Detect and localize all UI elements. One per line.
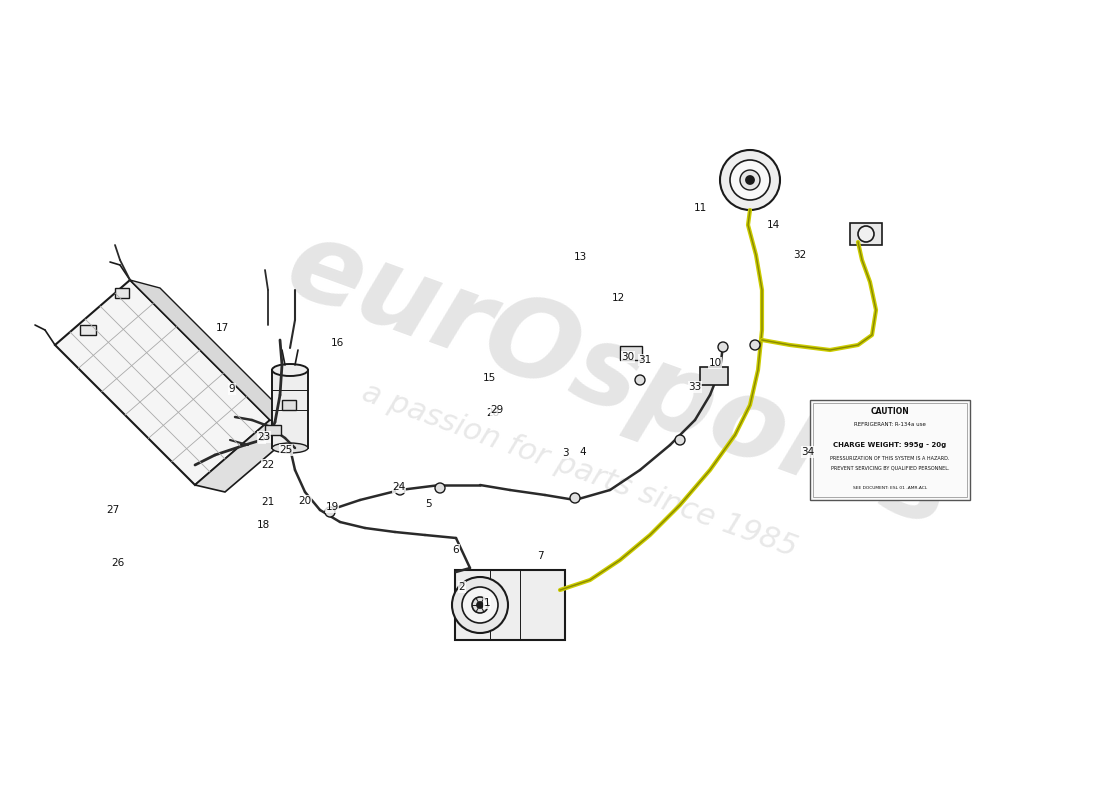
Circle shape (324, 507, 336, 517)
Text: REFRIGERANT: R-134a use: REFRIGERANT: R-134a use (854, 422, 926, 426)
Polygon shape (195, 420, 300, 492)
Bar (272, 370, 308, 448)
Text: 3: 3 (562, 448, 569, 458)
Ellipse shape (272, 443, 308, 453)
Text: 22: 22 (262, 460, 275, 470)
Text: 16: 16 (330, 338, 343, 348)
Text: 27: 27 (107, 505, 120, 515)
Text: 14: 14 (767, 220, 780, 230)
Circle shape (746, 176, 754, 184)
Circle shape (462, 587, 498, 623)
Circle shape (718, 342, 728, 352)
Circle shape (635, 375, 645, 385)
Text: 7: 7 (537, 551, 543, 561)
Text: 10: 10 (708, 358, 722, 368)
Text: 9: 9 (229, 384, 235, 394)
Polygon shape (55, 280, 270, 485)
Bar (116, 288, 129, 298)
Text: a passion for parts since 1985: a passion for parts since 1985 (359, 378, 802, 562)
Bar (810, 400, 970, 500)
Circle shape (570, 493, 580, 503)
Text: 13: 13 (573, 252, 586, 262)
Text: 33: 33 (689, 382, 702, 392)
Text: 17: 17 (216, 323, 229, 333)
Text: 28: 28 (486, 408, 499, 418)
Ellipse shape (272, 364, 308, 376)
Circle shape (730, 160, 770, 200)
Circle shape (675, 435, 685, 445)
Text: PRESSURIZATION OF THIS SYSTEM IS A HAZARD.: PRESSURIZATION OF THIS SYSTEM IS A HAZAR… (830, 455, 949, 461)
Text: 20: 20 (298, 496, 311, 506)
Text: 11: 11 (693, 203, 706, 213)
Text: 34: 34 (802, 447, 815, 457)
Circle shape (434, 483, 446, 493)
Bar (850, 223, 882, 245)
Text: CHARGE WEIGHT: 995g - 20g: CHARGE WEIGHT: 995g - 20g (834, 442, 947, 448)
Polygon shape (130, 280, 300, 428)
Text: 21: 21 (262, 497, 275, 507)
Circle shape (477, 602, 483, 608)
Text: 25: 25 (279, 445, 293, 455)
Text: 6: 6 (453, 545, 460, 555)
Text: SEE DOCUMENT: ESL 01 -AMR-ACL: SEE DOCUMENT: ESL 01 -AMR-ACL (852, 486, 927, 490)
Text: 5: 5 (425, 499, 431, 509)
Text: 1: 1 (484, 598, 491, 608)
Bar (282, 400, 296, 410)
Text: 32: 32 (793, 250, 806, 260)
Text: PREVENT SERVICING BY QUALIFIED PERSONNEL.: PREVENT SERVICING BY QUALIFIED PERSONNEL… (830, 466, 949, 470)
Bar (80, 325, 96, 335)
Text: 15: 15 (483, 373, 496, 383)
Circle shape (750, 340, 760, 350)
Text: 18: 18 (256, 520, 270, 530)
Circle shape (720, 150, 780, 210)
Text: 24: 24 (393, 482, 406, 492)
Text: 4: 4 (580, 447, 586, 457)
Text: 23: 23 (257, 432, 271, 442)
Circle shape (472, 597, 488, 613)
Polygon shape (455, 570, 565, 640)
Circle shape (452, 577, 508, 633)
Text: 19: 19 (326, 502, 339, 512)
Text: CAUTION: CAUTION (870, 407, 910, 417)
Circle shape (395, 485, 405, 495)
Bar (700, 367, 728, 385)
Bar (813, 403, 967, 497)
Text: 31: 31 (638, 355, 651, 365)
Text: 26: 26 (111, 558, 124, 568)
Circle shape (740, 170, 760, 190)
Circle shape (858, 226, 874, 242)
Text: 29: 29 (491, 405, 504, 415)
Text: 12: 12 (612, 293, 625, 303)
Bar (265, 425, 280, 435)
Bar (620, 346, 642, 360)
Text: 2: 2 (459, 582, 465, 592)
Text: 8: 8 (258, 433, 265, 443)
Text: 30: 30 (621, 352, 635, 362)
Text: eurOsports: eurOsports (273, 210, 967, 550)
